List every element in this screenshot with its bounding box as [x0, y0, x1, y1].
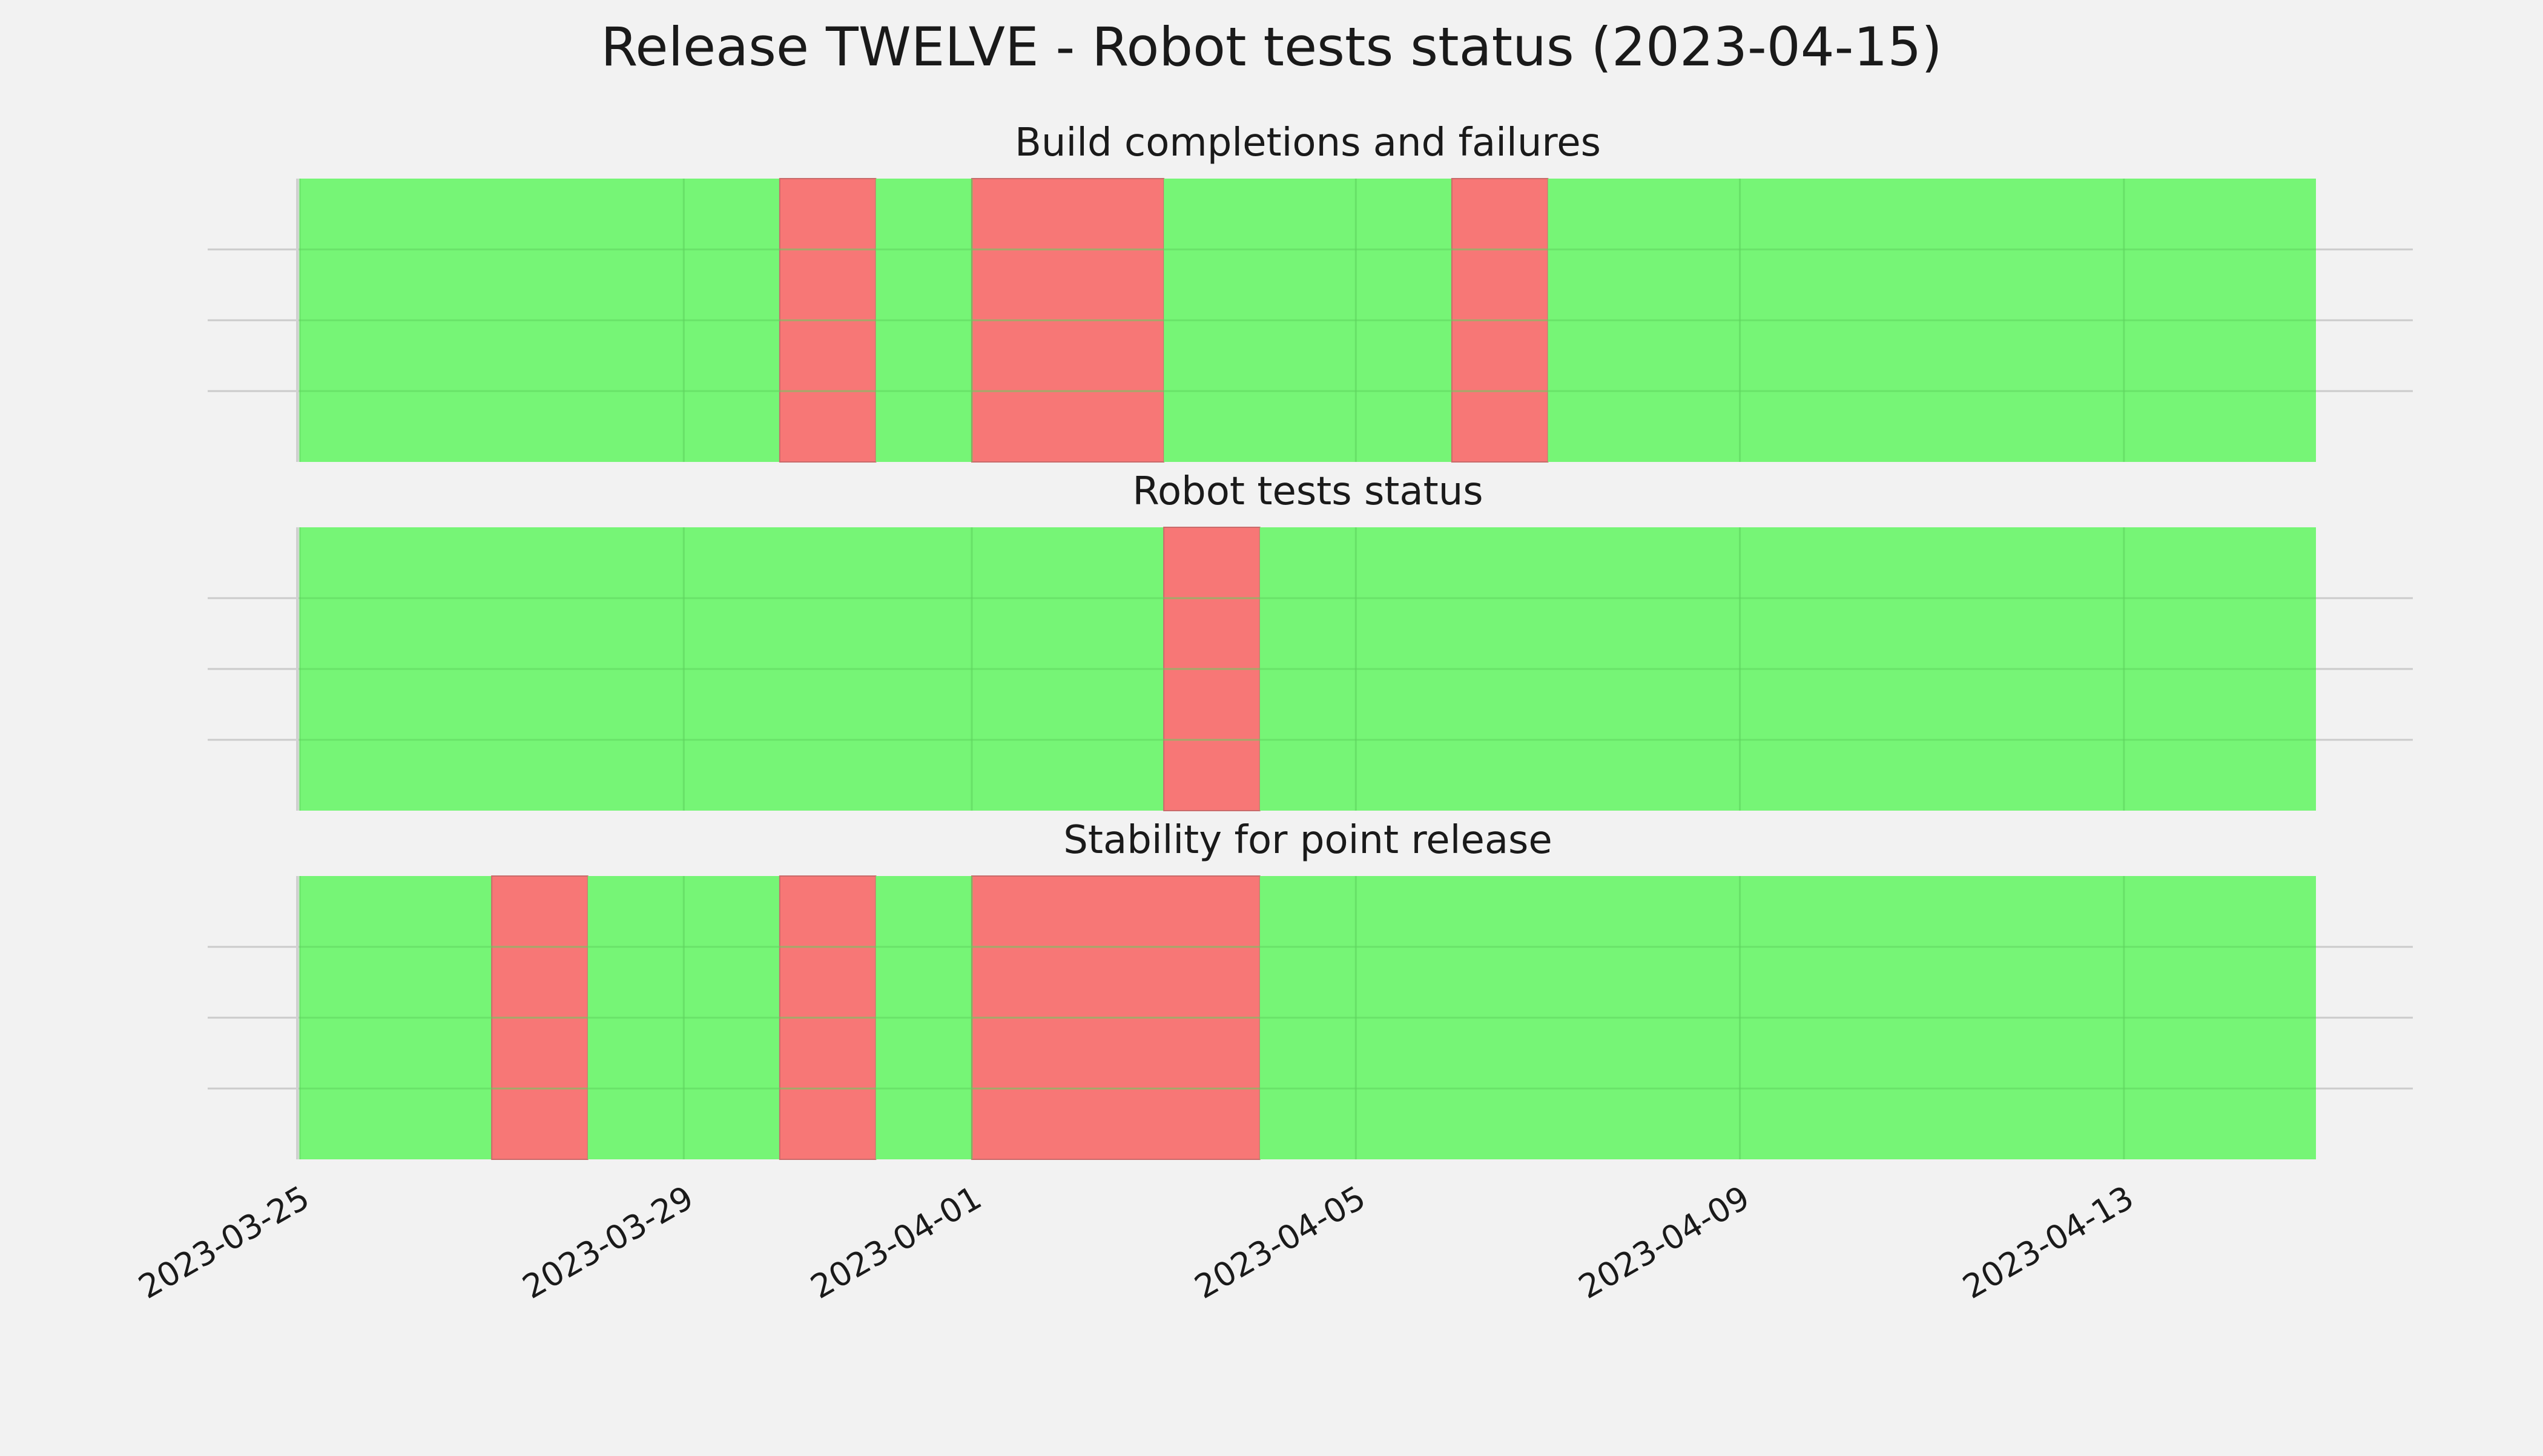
x-tick-label-1: 2023-03-25: [132, 1178, 315, 1306]
chart-title: Release TWELVE - Robot tests status (202…: [601, 16, 1942, 78]
x-tick-label-2: 2023-03-29: [516, 1178, 700, 1306]
panel-1: Build completions and failures: [208, 120, 2413, 463]
panel-left-spine: [296, 179, 298, 462]
panels-group: Build completions and failures Robot test…: [208, 120, 2413, 1160]
panel-2: Robot tests status: [208, 469, 2413, 811]
panel-title-3: Stability for point release: [1063, 818, 1552, 863]
panel-title-2: Robot tests status: [1132, 469, 1483, 514]
panel-left-spine: [296, 527, 298, 811]
x-tick-label-6: 2023-04-13: [1956, 1178, 2140, 1306]
x-tick-label-4: 2023-04-05: [1189, 1178, 1372, 1306]
panel-left-spine: [296, 876, 298, 1159]
x-tick-label-5: 2023-04-09: [1572, 1178, 1756, 1306]
x-axis-tick-labels: 2023-03-25 2023-03-29 2023-04-01 2023-04-05…: [132, 1178, 2140, 1306]
panel-3: Stability for point release: [208, 818, 2413, 1160]
panel-title-1: Build completions and failures: [1015, 120, 1601, 165]
x-tick-label-3: 2023-04-01: [804, 1178, 988, 1306]
